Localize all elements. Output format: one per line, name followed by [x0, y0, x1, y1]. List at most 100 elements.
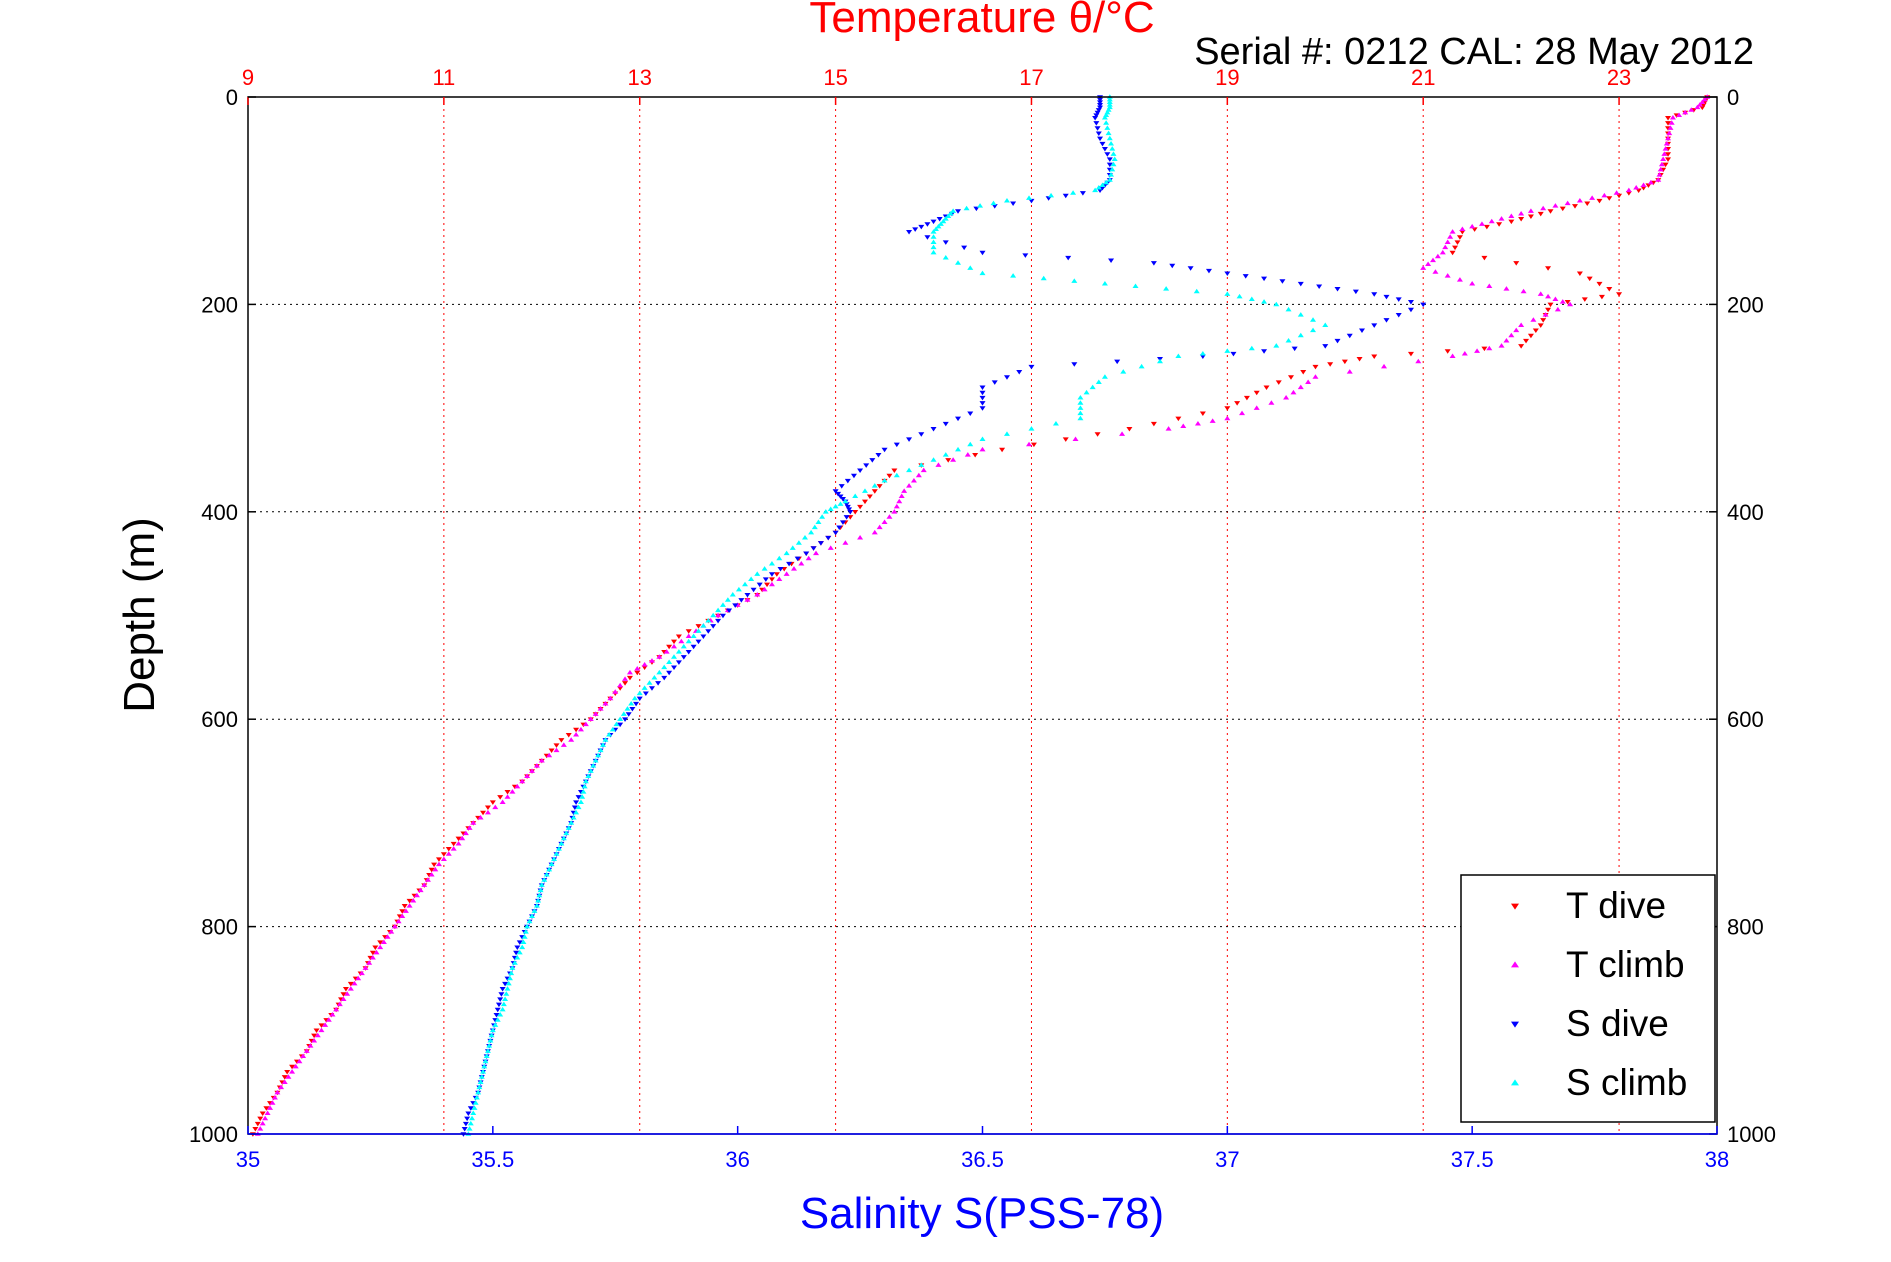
legend-marker [1511, 903, 1519, 910]
data-point [1545, 307, 1552, 313]
data-point [979, 406, 986, 411]
data-point [1586, 276, 1593, 282]
data-point [750, 587, 757, 593]
data-point [773, 572, 780, 577]
data-point [675, 660, 682, 665]
data-point [776, 555, 783, 561]
data-point [271, 1095, 278, 1100]
data-point [1322, 322, 1329, 327]
data-point [813, 550, 820, 556]
data-point [1169, 263, 1176, 269]
data-point [617, 716, 624, 721]
data-point [1596, 198, 1603, 204]
data-point [671, 643, 678, 649]
data-point [499, 799, 506, 804]
data-point [1030, 442, 1037, 448]
data-point [1070, 190, 1077, 195]
data-point [1518, 322, 1525, 327]
data-point [342, 987, 349, 992]
data-point [1287, 375, 1294, 380]
axis-ticks: 9 11 13 15 17 19 21 23 0 0 200 200 400 400 600 600 800 80… [189, 65, 1776, 1172]
data-point [906, 230, 913, 235]
data-point [1092, 187, 1099, 193]
data-point [580, 789, 587, 794]
data-point [494, 1007, 501, 1013]
data-point [558, 738, 565, 743]
data-point [428, 872, 435, 877]
data-point [281, 1075, 288, 1080]
data-point [440, 856, 447, 861]
data-point [483, 1053, 490, 1059]
right-depth-label: 600 [1727, 707, 1764, 732]
data-point [822, 509, 829, 514]
data-point [1253, 390, 1260, 396]
data-point [1263, 385, 1270, 391]
data-point [351, 980, 358, 986]
data-point [432, 866, 439, 872]
data-point [600, 742, 607, 747]
data-point [979, 446, 986, 452]
data-point [504, 794, 511, 799]
data-point [930, 457, 937, 462]
data-point [837, 494, 844, 499]
data-point [979, 401, 986, 406]
data-point [1132, 283, 1139, 289]
data-point [832, 489, 839, 494]
data-point [278, 1084, 285, 1090]
data-point [1371, 323, 1378, 328]
data-point [1518, 344, 1525, 349]
data-point [259, 1111, 266, 1116]
data-point [1444, 239, 1451, 244]
data-point [462, 1121, 469, 1127]
data-point [399, 913, 406, 919]
data-point [1101, 280, 1108, 286]
data-point [893, 503, 900, 509]
data-point [910, 477, 917, 483]
data-point [881, 447, 888, 453]
data-point [563, 830, 570, 836]
data-point [1093, 121, 1100, 126]
data-point [832, 530, 839, 536]
data-point [918, 224, 925, 230]
data-point [592, 711, 599, 716]
data-point [1285, 306, 1292, 312]
data-point [794, 556, 801, 562]
data-point [1163, 286, 1170, 291]
data-point [1498, 216, 1505, 221]
data-point [886, 473, 893, 479]
data-point [656, 654, 663, 659]
data-point [1094, 126, 1101, 131]
data-point [551, 856, 558, 861]
data-point [1662, 146, 1669, 151]
data-point [1346, 369, 1353, 374]
data-point [776, 576, 783, 582]
data-point [1120, 369, 1127, 374]
data-point [602, 737, 609, 742]
data-point [783, 550, 790, 556]
data-point [347, 981, 354, 987]
data-point [300, 1053, 307, 1059]
data-point [514, 783, 521, 789]
data-point [355, 975, 362, 981]
data-point [1261, 299, 1268, 304]
legend-label: T climb [1566, 944, 1685, 985]
data-point [1028, 364, 1035, 370]
data-point [529, 768, 536, 773]
data-point [1454, 240, 1461, 245]
data-point [560, 742, 567, 747]
data-point [575, 804, 582, 810]
data-point [1175, 353, 1182, 359]
data-point [1094, 432, 1101, 437]
data-point [1327, 362, 1334, 367]
data-point [979, 270, 986, 276]
y-axis-title: Depth (m) [115, 517, 164, 713]
data-point [252, 1127, 259, 1132]
data-point [520, 939, 527, 944]
data-point [489, 800, 496, 805]
data-point [464, 1116, 471, 1122]
data-point [1523, 338, 1530, 344]
data-point [839, 520, 846, 525]
data-point [1109, 146, 1116, 151]
data-point [413, 892, 420, 898]
bottom-tick-label: 37 [1215, 1147, 1239, 1172]
